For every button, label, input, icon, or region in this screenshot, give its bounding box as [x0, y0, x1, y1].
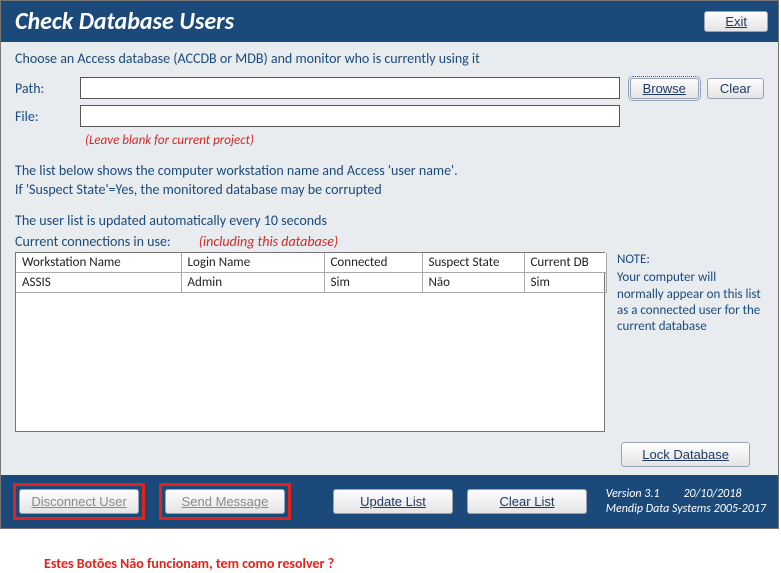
- table-cell: Sim: [324, 273, 422, 293]
- clear-button[interactable]: Clear: [707, 78, 764, 99]
- connections-note: (including this database): [199, 233, 338, 250]
- connections-label: Current connections in use:: [15, 233, 171, 250]
- column-header[interactable]: Workstation Name: [16, 253, 181, 273]
- intro-text: Choose an Access database (ACCDB or MDB)…: [15, 50, 764, 67]
- clear-list-button[interactable]: Clear List: [467, 489, 587, 514]
- body-area: Choose an Access database (ACCDB or MDB)…: [1, 42, 778, 475]
- exit-button[interactable]: Exit: [704, 11, 768, 32]
- column-header[interactable]: Suspect State: [422, 253, 524, 273]
- app-window: Check Database Users Exit Choose an Acce…: [0, 0, 779, 529]
- column-header[interactable]: Login Name: [181, 253, 324, 273]
- path-row: Path: Browse Clear: [15, 77, 764, 99]
- file-row: File: Browse Clear: [15, 105, 764, 127]
- update-list-button[interactable]: Update List: [333, 489, 453, 514]
- copyright-text: Mendip Data Systems 2005-2017: [606, 502, 766, 517]
- column-header[interactable]: Connected: [324, 253, 422, 273]
- table-cell: ASSIS: [16, 273, 181, 293]
- side-note: NOTE: Your computer will normally appear…: [617, 252, 764, 335]
- version-date: 20/10/2018: [683, 487, 741, 502]
- column-header[interactable]: Current DB: [524, 253, 606, 273]
- file-hint: (Leave blank for current project): [85, 133, 764, 148]
- table-cell: Admin: [181, 273, 324, 293]
- connections-grid[interactable]: Workstation NameLogin NameConnectedSuspe…: [15, 252, 605, 432]
- app-title: Check Database Users: [15, 7, 234, 36]
- footer-bar: Disconnect User Send Message Update List…: [1, 475, 778, 528]
- note-body: Your computer will normally appear on th…: [617, 270, 764, 335]
- highlight-disconnect: Disconnect User: [13, 483, 145, 520]
- path-label: Path:: [15, 80, 70, 97]
- info-line-1: The list below shows the computer workst…: [15, 162, 764, 179]
- lock-database-button[interactable]: Lock Database: [621, 442, 750, 467]
- update-info: The user list is updated automatically e…: [15, 212, 764, 229]
- annotation-caption: Estes Botões Não funcionam, tem como res…: [44, 555, 781, 572]
- browse-button[interactable]: Browse: [630, 78, 699, 99]
- note-heading: NOTE:: [617, 252, 764, 268]
- version-label: Version 3.1: [606, 487, 660, 502]
- send-message-button[interactable]: Send Message: [165, 489, 285, 514]
- path-input[interactable]: [80, 77, 620, 99]
- connections-label-row: Current connections in use: (including t…: [15, 233, 764, 250]
- table-cell: Não: [422, 273, 524, 293]
- disconnect-user-button[interactable]: Disconnect User: [19, 489, 139, 514]
- title-bar: Check Database Users Exit: [1, 1, 778, 42]
- table-cell: Sim: [524, 273, 606, 293]
- table-row[interactable]: ASSISAdminSimNãoSim: [16, 273, 606, 293]
- version-block: Version 3.1 20/10/2018 Mendip Data Syste…: [606, 487, 766, 517]
- info-line-2: If 'Suspect State'=Yes, the monitored da…: [15, 181, 764, 198]
- file-input[interactable]: [80, 105, 620, 127]
- file-label: File:: [15, 108, 70, 125]
- highlight-send: Send Message: [159, 483, 291, 520]
